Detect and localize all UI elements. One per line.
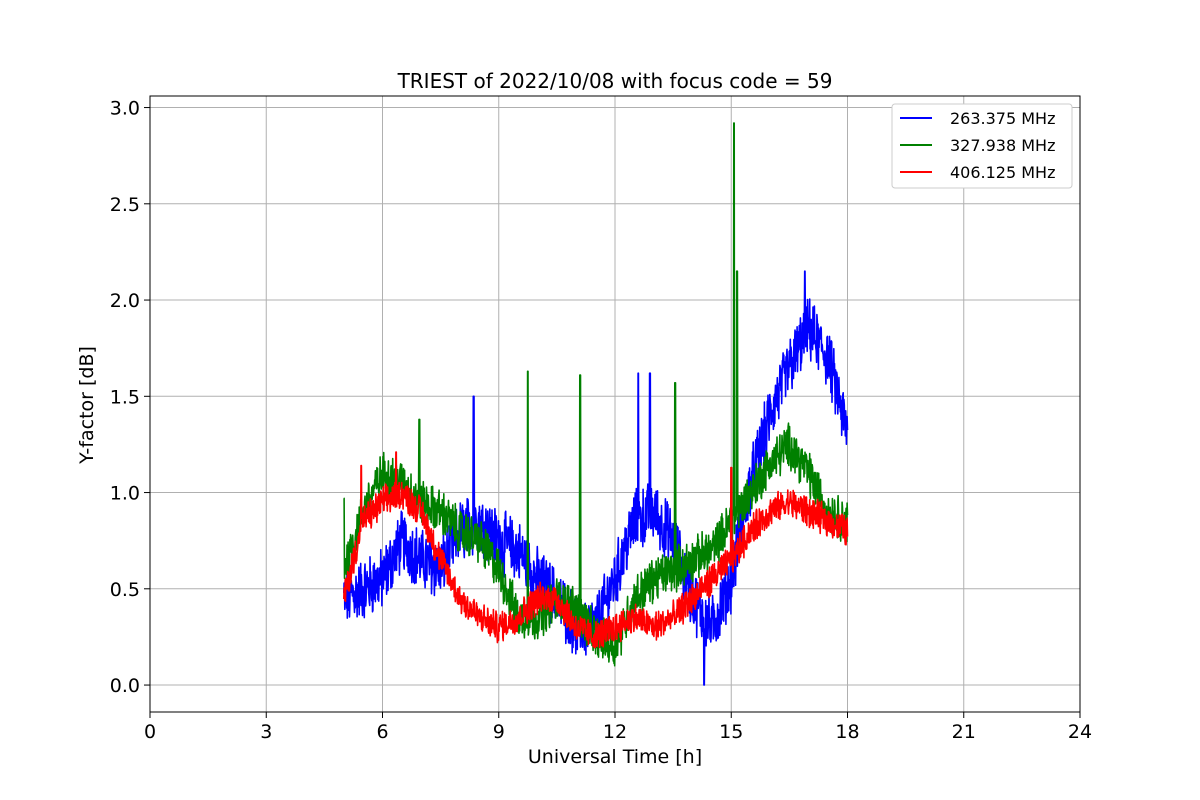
y-tick-label: 0.0 xyxy=(110,675,140,697)
x-tick-label: 18 xyxy=(835,721,859,743)
series-line-1 xyxy=(343,270,849,686)
x-tick-label: 0 xyxy=(144,721,156,743)
series-line-3 xyxy=(343,451,849,649)
y-tick-label: 3.0 xyxy=(110,98,140,120)
legend-label-1: 263.375 MHz xyxy=(950,109,1055,128)
x-tick-label: 15 xyxy=(719,721,743,743)
legend-label-2: 327.938 MHz xyxy=(950,136,1055,155)
x-tick-label: 3 xyxy=(260,721,272,743)
y-tick-label: 0.5 xyxy=(110,579,140,601)
y-tick-label: 1.5 xyxy=(110,386,140,408)
x-tick-label: 24 xyxy=(1068,721,1092,743)
series-line-2 xyxy=(343,122,849,667)
x-axis-label: Universal Time [h] xyxy=(528,746,702,768)
y-tick-label: 2.5 xyxy=(110,194,140,216)
y-tick-label: 1.0 xyxy=(110,483,140,505)
legend-label-3: 406.125 MHz xyxy=(950,163,1055,182)
x-tick-label: 6 xyxy=(376,721,388,743)
y-tick-label: 2.0 xyxy=(110,290,140,312)
chart-title: TRIEST of 2022/10/08 with focus code = 5… xyxy=(397,69,833,93)
x-tick-label: 9 xyxy=(493,721,505,743)
legend: 263.375 MHz 327.938 MHz 406.125 MHz xyxy=(891,103,1073,189)
series-lines xyxy=(343,122,849,686)
y-axis-label: Y-factor [dB] xyxy=(76,346,98,465)
x-tick-label: 21 xyxy=(952,721,976,743)
axis-ticks: 0 3 6 9 12 15 18 21 24 0.0 0.5 1.0 1.5 2.0 2.5 3.0 xyxy=(110,98,1092,743)
x-tick-label: 12 xyxy=(603,721,627,743)
legend-box xyxy=(891,103,1073,189)
